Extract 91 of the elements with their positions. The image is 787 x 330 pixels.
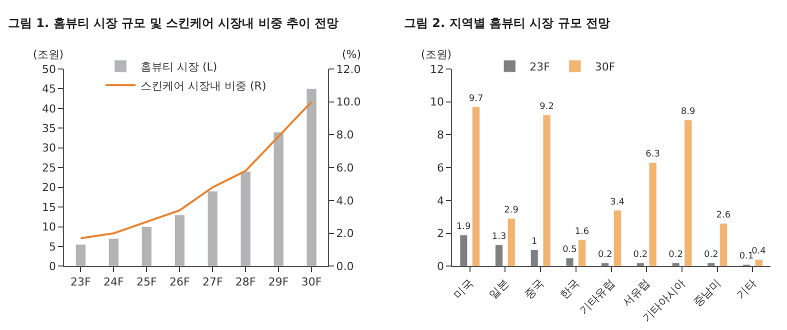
data-label: 9.7 <box>468 94 484 104</box>
bar <box>542 114 551 266</box>
y-tick-label: 50 <box>42 62 56 76</box>
x-tick-label: 기타 <box>734 276 759 302</box>
bar <box>648 162 657 266</box>
bar <box>636 262 644 266</box>
bar <box>530 250 538 266</box>
bar <box>108 238 119 266</box>
data-label: 6.3 <box>646 150 660 160</box>
data-label: 1.3 <box>492 232 506 242</box>
data-label: 2.9 <box>504 206 519 216</box>
legend-label: 30F <box>594 60 616 74</box>
bar <box>75 244 86 266</box>
y2-tick-label: 12.0 <box>336 62 361 76</box>
data-label: 1.9 <box>456 222 471 232</box>
y-axis-title: (조원) <box>33 48 64 61</box>
data-label: 1.6 <box>574 226 590 237</box>
y2-tick-label: 8.0 <box>336 128 354 142</box>
y-tick-label: 6 <box>437 161 444 174</box>
bar <box>614 210 622 266</box>
y-tick-label: 20 <box>42 181 56 194</box>
bar <box>240 171 251 266</box>
bar <box>707 262 716 266</box>
bar <box>174 214 185 266</box>
y2-tick-label: 0.0 <box>336 260 354 274</box>
y-tick-label: 2 <box>437 227 444 240</box>
legend-label: 홈뷰티 시장 (L) <box>140 60 218 74</box>
y-tick-label: 10 <box>430 96 444 109</box>
y-tick-label: 4 <box>437 194 444 208</box>
y-tick-label: 8 <box>437 128 444 142</box>
legend-label: 23F <box>530 60 550 74</box>
x-tick-label: 25F <box>136 275 157 288</box>
x-tick-label: 28F <box>235 275 256 288</box>
chart-title: 그림 2. 지역별 홈뷰티 시장 규모 전망 <box>404 16 610 30</box>
bar <box>754 259 763 266</box>
y-tick-label: 40 <box>42 102 56 116</box>
y-axis-title: (조원) <box>421 48 452 61</box>
bar <box>472 106 480 266</box>
data-label: 0.5 <box>562 244 577 255</box>
bar <box>601 262 610 266</box>
x-tick-label: 23F <box>70 275 91 288</box>
y2-axis-title: (%) <box>342 48 362 61</box>
x-tick-label: 26F <box>169 275 190 288</box>
bar <box>306 88 317 266</box>
y-tick-label: 12 <box>430 62 444 76</box>
data-label: 1 <box>532 236 538 247</box>
y-tick-label: 30 <box>42 142 56 155</box>
y2-tick-label: 4.0 <box>336 194 354 208</box>
data-label: 0.2 <box>704 250 718 260</box>
data-label: 9.2 <box>540 102 554 112</box>
bar <box>495 244 503 266</box>
y-tick-label: 35 <box>42 122 56 136</box>
data-label: 3.4 <box>610 197 625 208</box>
y-tick-label: 5 <box>49 240 56 254</box>
data-label: 0.1 <box>739 252 754 262</box>
y-tick-label: 25 <box>42 161 56 174</box>
y-tick-label: 0 <box>49 260 56 274</box>
bar <box>507 218 516 266</box>
line-series <box>80 100 313 240</box>
x-tick-label: 30F <box>301 275 322 288</box>
x-tick-label: 미국 <box>451 276 476 302</box>
legend-label: 스킨케어 시장내 비중 (R) <box>140 79 266 92</box>
x-tick-label: 29F <box>268 275 289 288</box>
bar <box>720 223 728 266</box>
bar <box>273 132 284 266</box>
y2-tick-label: 2.0 <box>336 227 354 240</box>
x-tick-label: 한국 <box>557 276 582 302</box>
x-tick-label: 27F <box>202 275 223 288</box>
x-tick-label: 일본 <box>486 276 512 302</box>
x-tick-label: 24F <box>104 275 124 288</box>
bar <box>566 258 574 266</box>
data-label: 2.6 <box>716 210 731 220</box>
bar <box>460 234 468 266</box>
y-tick-label: 10 <box>42 220 56 234</box>
y-tick-label: 0 <box>437 260 444 274</box>
y-tick-label: 15 <box>42 200 56 214</box>
data-label: 0.2 <box>668 250 683 260</box>
bar <box>684 120 692 266</box>
bar <box>578 240 586 266</box>
y2-tick-label: 6.0 <box>336 161 354 174</box>
data-label: 8.9 <box>680 106 696 117</box>
data-label: 0.4 <box>752 246 766 257</box>
chart-title: 그림 1. 홈뷰티 시장 규모 및 스킨케어 시장내 비중 추이 전망 <box>8 16 339 30</box>
data-label: 0.2 <box>633 250 648 260</box>
bar <box>672 262 680 266</box>
x-tick-label: 중국 <box>522 276 547 302</box>
data-label: 0.2 <box>598 250 612 260</box>
y-tick-label: 45 <box>42 82 56 96</box>
bar <box>207 191 218 266</box>
y2-tick-label: 10.0 <box>336 96 361 109</box>
bar <box>141 226 152 266</box>
